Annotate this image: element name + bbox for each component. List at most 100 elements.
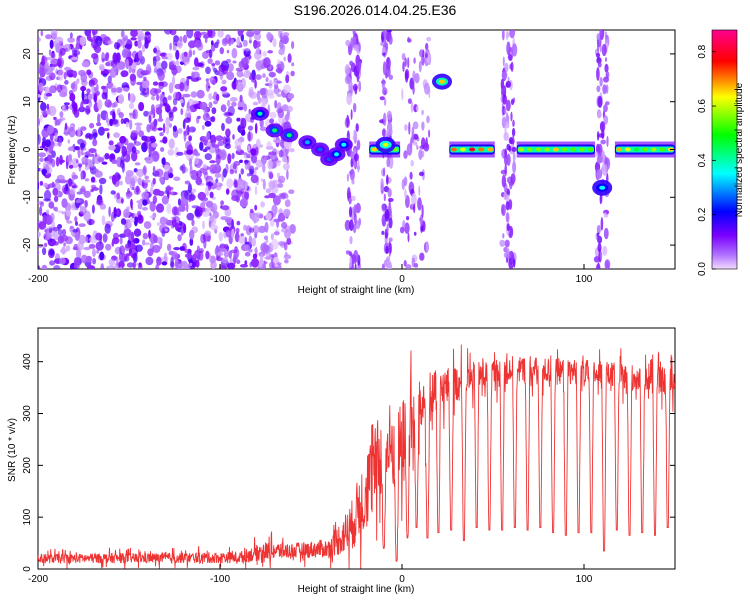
noise-speckle (120, 198, 124, 204)
noise-speckle (77, 148, 81, 159)
noise-speckle (158, 81, 165, 87)
noise-speckle (236, 117, 241, 122)
strip-speckle (381, 79, 386, 85)
strip-speckle (499, 239, 506, 247)
strip-speckle (503, 107, 507, 115)
noise-speckle (88, 218, 92, 226)
noise-speckle (53, 265, 61, 269)
noise-speckle (142, 199, 148, 206)
noise-speckle (265, 89, 274, 96)
noise-speckle (69, 93, 76, 102)
spectrogram-x-label: Height of straight line (km) (298, 285, 415, 296)
y-tick-label: 400 (22, 353, 33, 370)
noise-speckle (164, 30, 172, 35)
noise-speckle (133, 228, 142, 237)
noise-speckle (31, 72, 35, 82)
noise-speckle (123, 228, 132, 237)
noise-speckle (122, 38, 125, 49)
noise-speckle (283, 163, 290, 171)
noise-speckle (96, 122, 102, 127)
strip-speckle (388, 217, 393, 229)
strip-speckle (345, 39, 351, 47)
noise-speckle (230, 249, 238, 254)
noise-speckle (63, 71, 67, 80)
noise-speckle (283, 56, 286, 62)
noise-speckle (142, 70, 151, 74)
noise-speckle (247, 125, 254, 131)
noise-speckle (172, 45, 177, 51)
noise-speckle (117, 42, 121, 49)
noise-speckle (100, 263, 104, 269)
noise-speckle (28, 216, 35, 220)
noise-speckle (152, 195, 158, 204)
noise-speckle (59, 111, 64, 118)
noise-speckle (280, 228, 289, 233)
noise-speckle (111, 240, 115, 247)
noise-speckle (28, 43, 35, 47)
noise-speckle (243, 69, 251, 79)
drift-core (304, 140, 310, 145)
noise-speckle (93, 95, 96, 101)
noise-speckle (120, 118, 124, 125)
strip-speckle (418, 60, 422, 73)
strip-speckle (428, 129, 431, 138)
noise-speckle (186, 77, 190, 87)
noise-speckle (236, 82, 244, 92)
noise-speckle (156, 222, 161, 227)
noise-speckle (38, 37, 41, 42)
noise-speckle (55, 36, 64, 45)
noise-speckle (179, 81, 185, 92)
y-tick-label: 200 (22, 457, 33, 474)
noise-speckle (129, 119, 133, 130)
noise-speckle (121, 48, 128, 59)
noise-speckle (136, 168, 145, 178)
strip-speckle (505, 80, 512, 88)
strip-speckle (346, 114, 350, 127)
noise-speckle (162, 136, 168, 144)
strip-speckle (381, 230, 385, 235)
noise-speckle (199, 141, 204, 151)
noise-speckle (101, 58, 106, 62)
noise-speckle (258, 225, 267, 233)
noise-speckle (43, 198, 52, 202)
strip-speckle (357, 159, 360, 173)
noise-speckle (165, 116, 171, 126)
noise-speckle (225, 138, 229, 143)
noise-speckle (41, 55, 45, 67)
strip-speckle (596, 67, 600, 81)
noise-speckle (270, 154, 278, 162)
noise-speckle (229, 97, 238, 102)
noise-speckle (38, 265, 41, 269)
noise-speckle (108, 206, 111, 217)
strip-speckle (353, 44, 360, 51)
noise-speckle (40, 102, 47, 112)
noise-speckle (106, 265, 115, 269)
noise-speckle (113, 214, 117, 219)
strip-speckle (344, 219, 351, 231)
noise-speckle (94, 45, 102, 54)
noise-speckle (200, 31, 208, 36)
noise-speckle (179, 99, 184, 104)
noise-speckle (79, 36, 87, 46)
noise-speckle (151, 142, 158, 148)
strip-speckle (596, 232, 600, 237)
noise-speckle (252, 253, 258, 259)
noise-speckle (135, 244, 143, 252)
noise-speckle (84, 200, 88, 208)
noise-speckle (86, 88, 91, 94)
strip-speckle (383, 30, 387, 39)
noise-speckle (240, 233, 244, 237)
strip-speckle (389, 242, 392, 254)
noise-speckle (76, 248, 82, 260)
noise-speckle (121, 145, 127, 157)
strip-speckle (410, 160, 415, 167)
noise-speckle (184, 248, 192, 254)
noise-speckle (95, 232, 103, 241)
noise-speckle (132, 261, 137, 269)
noise-speckle (205, 250, 210, 260)
noise-speckle (122, 87, 130, 92)
strip-speckle (422, 49, 425, 58)
noise-speckle (239, 264, 249, 268)
noise-speckle (70, 225, 74, 230)
band-peak (624, 147, 631, 152)
